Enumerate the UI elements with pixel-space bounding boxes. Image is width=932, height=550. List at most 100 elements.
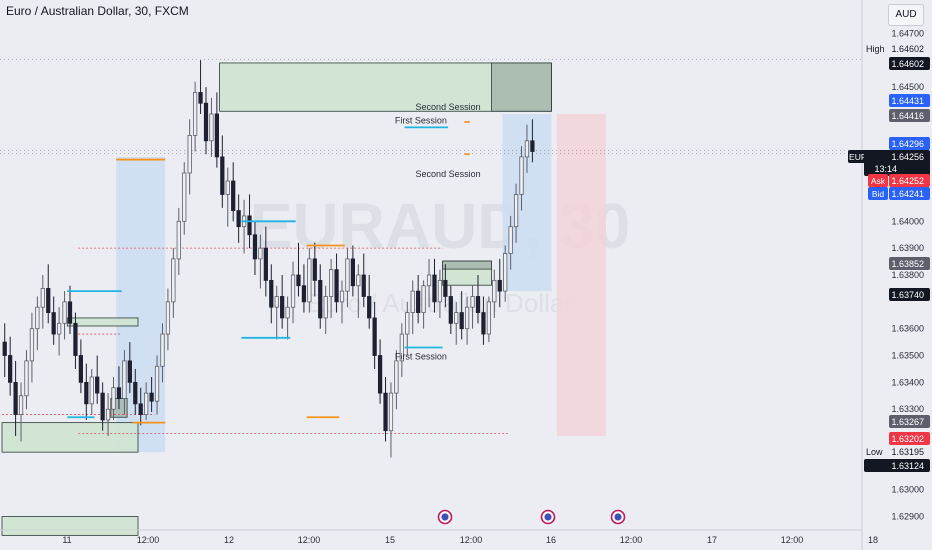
candle-body (361, 274, 366, 297)
candle-body (323, 296, 328, 319)
candle-body (171, 258, 176, 303)
candle-body (280, 296, 285, 319)
currency-button[interactable]: AUD (888, 4, 924, 26)
candle-body (176, 220, 181, 260)
candle-body (372, 317, 377, 356)
x-tick-label: 12:00 (620, 535, 643, 545)
price-label: 1.64431 (891, 96, 924, 106)
candle-body (345, 258, 350, 292)
candle-body (214, 113, 220, 158)
current-price: 1.64256 (891, 152, 924, 162)
supply-demand-zone (491, 62, 552, 112)
candle-body (258, 247, 263, 260)
x-tick-label: 15 (385, 535, 395, 545)
chart-title: Euro / Australian Dollar, 30, FXCM (6, 4, 189, 18)
candle-body (519, 156, 524, 195)
candle-body (133, 381, 138, 405)
low-value: 1.63124 (891, 461, 924, 471)
x-tick-label: 18 (868, 535, 878, 545)
candle-body (470, 296, 475, 308)
candle-body (8, 355, 13, 383)
candle-body (301, 285, 307, 303)
candle-body (236, 210, 241, 228)
candle-body (144, 392, 149, 415)
candle-body (307, 258, 312, 303)
candle-body (67, 301, 73, 324)
price-tag (889, 187, 930, 200)
candle-body (231, 180, 236, 211)
candle-body (220, 156, 225, 195)
candle-body (57, 322, 62, 335)
candle-body (46, 288, 51, 313)
candle-body (84, 381, 89, 405)
candle-body (432, 274, 437, 303)
session-annotation: First Session (395, 115, 447, 125)
candle-body (127, 360, 132, 383)
candle-body (486, 301, 492, 335)
price-label: 1.63852 (891, 259, 924, 269)
x-tick-label: 12:00 (298, 535, 321, 545)
y-tick-label: 1.63400 (891, 377, 924, 387)
y-tick-label: 1.63500 (891, 351, 924, 361)
candle-body (513, 194, 519, 228)
price-tag (889, 109, 930, 122)
candle-body (410, 290, 415, 313)
economic-event-icon (441, 513, 449, 521)
candle-body (105, 408, 111, 421)
candle-body (350, 258, 356, 287)
candle-body (492, 279, 497, 303)
price-tag (889, 57, 930, 70)
candle-body (187, 135, 192, 174)
candle-body (2, 341, 7, 356)
y-tick-label: 1.64000 (891, 216, 924, 226)
price-label: 1.64296 (891, 139, 924, 149)
candle-body (24, 360, 29, 397)
candle-body (508, 226, 513, 254)
session-highlight (556, 113, 606, 437)
candle-body (388, 392, 394, 432)
candle-body (285, 306, 290, 319)
economic-event-icon (544, 513, 552, 521)
candle-body (503, 253, 508, 292)
candle-body (62, 301, 67, 324)
candle-body (426, 274, 432, 287)
supply-demand-zone (1, 516, 139, 536)
candle-body (182, 172, 187, 222)
price-axis-panel (862, 0, 932, 550)
y-tick-label: 1.63900 (891, 243, 924, 253)
x-tick-label: 12:00 (460, 535, 483, 545)
candle-body (296, 274, 301, 287)
ask-tag (868, 174, 888, 187)
candle-body (203, 102, 209, 142)
candle-body (209, 113, 214, 142)
candle-body (29, 328, 35, 362)
y-tick-label: 1.63000 (891, 485, 924, 495)
candle-body (160, 333, 165, 367)
candle-body (497, 279, 502, 292)
candle-body (443, 279, 448, 297)
candle-body (116, 387, 122, 399)
candle-body (377, 355, 383, 394)
price-tag (864, 150, 930, 176)
price-label: 1.64416 (891, 111, 924, 121)
price-tag (889, 288, 930, 301)
candle-body (448, 296, 453, 324)
candle-body (269, 279, 274, 308)
candle-body (464, 306, 470, 330)
candle-body (312, 258, 317, 281)
candle-body (122, 360, 127, 399)
high-value: 1.64602 (891, 44, 924, 54)
ask-value: 1.64252 (891, 176, 924, 186)
x-tick-label: 16 (546, 535, 556, 545)
candle-body (356, 274, 361, 287)
x-tick-label: 11 (62, 535, 71, 545)
candle-body (481, 312, 486, 335)
price-label: 1.63195 (891, 447, 924, 457)
candle-body (263, 247, 268, 281)
candle-body (524, 140, 530, 158)
candle-body (274, 296, 279, 308)
x-tick-label: 12:00 (137, 535, 160, 545)
candle-body (421, 285, 426, 313)
